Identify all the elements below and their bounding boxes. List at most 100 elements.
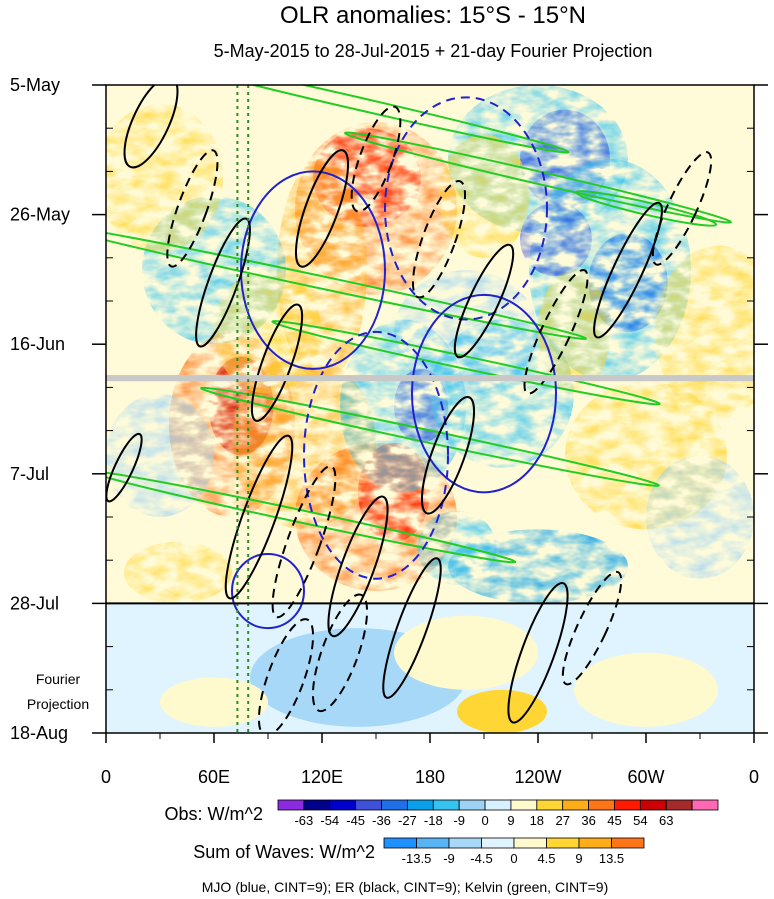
wave-contours: [106, 85, 732, 733]
y-tick-label: 28-Jul: [10, 593, 59, 613]
x-tick-label: 0: [101, 767, 111, 787]
er-contour: [294, 149, 350, 268]
legend-note: MJO (blue, CINT=9); ER (black, CINT=9); …: [202, 879, 609, 895]
colorbar-swatch: [355, 799, 382, 811]
er-contour: [123, 85, 179, 169]
colorbar-level: 0: [481, 813, 488, 828]
colorbar-swatch: [510, 799, 538, 811]
colorbar-swatch: [588, 799, 615, 811]
colorbar-level: 4.5: [537, 851, 555, 866]
colorbar-swatch: [277, 799, 305, 811]
colorbar-level: -9: [443, 851, 455, 866]
mjo-contour: [303, 330, 449, 580]
er-contour: [593, 201, 663, 339]
projection-field: [106, 603, 754, 733]
er-contour: [257, 618, 315, 733]
colorbar-swatch: [578, 837, 612, 849]
colorbar-swatch: [484, 799, 512, 811]
colorbar-level: -54: [320, 813, 339, 828]
kelvin-contour: [271, 320, 661, 406]
colorbar-swatch: [381, 799, 408, 811]
projection-label-line1: Fourier: [36, 671, 81, 687]
colorbar-level: 9: [507, 813, 514, 828]
missing-data-strip: [106, 375, 754, 382]
er-contour: [224, 434, 294, 600]
colorbar-level: 54: [633, 813, 647, 828]
er-contour: [271, 465, 337, 619]
colorbar-swatch: [611, 837, 645, 849]
obs-colorbar-label: Obs: W/m^2: [165, 804, 263, 824]
er-contour: [507, 581, 569, 724]
colorbar-swatch: [448, 837, 482, 849]
anomaly-patch: [655, 245, 754, 419]
y-tick-label: 16-Jun: [10, 334, 65, 354]
obs-colorbar: -63 -54 -45 -36 -27 -18 -9 0 9 18 27 36 45 54 63: [277, 799, 719, 828]
colorbar-level: -45: [346, 813, 365, 828]
er-contour: [350, 105, 402, 213]
colorbar-swatch: [513, 837, 547, 849]
anomaly-patch: [106, 393, 214, 517]
mjo-contour: [384, 96, 548, 321]
projection-patch: [394, 615, 538, 690]
x-tick-label: 120E: [301, 767, 343, 787]
colorbar-swatch: [536, 799, 564, 811]
colorbar-swatch: [432, 799, 460, 811]
colorbar-swatch: [407, 799, 434, 811]
anomaly-patch: [124, 541, 232, 604]
x-axis: 0 60E 120E 180 120W 60W 0: [101, 733, 759, 787]
colorbar-swatch: [639, 799, 667, 811]
colorbar-level: -4.5: [470, 851, 492, 866]
er-contour: [166, 149, 219, 268]
anomaly-patch: [106, 103, 223, 252]
colorbar-level: -27: [398, 813, 417, 828]
colorbar-level: -18: [424, 813, 443, 828]
anomaly-patch: [214, 270, 322, 394]
x-tick-label: 0: [749, 767, 759, 787]
projection-patch: [160, 677, 268, 727]
projection-patch: [457, 689, 547, 733]
y-axis: 5-May 26-May 16-Jun 7-Jul 28-Jul 18-Aug: [10, 75, 768, 743]
colorbar-level: 13.5: [599, 851, 624, 866]
er-contour: [327, 495, 389, 638]
x-tick-label: 60W: [627, 767, 664, 787]
er-contour: [311, 593, 369, 713]
er-contour: [195, 217, 251, 348]
anomaly-patch: [417, 510, 497, 585]
chart-subtitle: 5-May-2015 to 28-Jul-2015 + 21-day Fouri…: [214, 41, 653, 61]
colorbar-level: -13.5: [402, 851, 432, 866]
missing-data-band: [106, 375, 754, 382]
anomaly-patch: [588, 233, 668, 332]
colorbar-level: 63: [659, 813, 673, 828]
colorbar-level: 0: [510, 851, 517, 866]
colorbar-level: 36: [581, 813, 595, 828]
colorbar-level: 9: [575, 851, 582, 866]
colorbar-swatch: [303, 799, 331, 811]
er-contour: [420, 396, 476, 515]
colorbar-level: -36: [372, 813, 391, 828]
colorbar-swatch: [416, 837, 450, 849]
y-tick-label: 18-Aug: [10, 723, 68, 743]
colorbar-swatch: [614, 799, 641, 811]
er-contour: [561, 570, 623, 686]
colorbar-swatch: [329, 799, 357, 811]
kelvin-contour: [106, 225, 588, 340]
colorbar-level: 45: [607, 813, 621, 828]
er-contour: [453, 243, 515, 359]
y-tick-label: 7-Jul: [10, 464, 49, 484]
y-tick-label: 26-May: [10, 205, 70, 225]
er-contour: [523, 269, 589, 395]
projection-patch: [574, 652, 718, 727]
kelvin-contour: [146, 85, 570, 154]
plot-area: [106, 85, 754, 733]
mjo-contour: [411, 293, 557, 494]
er-contour: [411, 180, 467, 299]
colorbar-level: -63: [294, 813, 313, 828]
x-tick-label: 120W: [514, 767, 561, 787]
kelvin-contour: [200, 386, 660, 487]
mjo-contour: [231, 553, 305, 630]
colorbar-level: 18: [530, 813, 544, 828]
mjo-contour: [240, 170, 386, 370]
waves-colorbar-label: Sum of Waves: W/m^2: [193, 842, 375, 862]
er-contour: [382, 557, 442, 699]
